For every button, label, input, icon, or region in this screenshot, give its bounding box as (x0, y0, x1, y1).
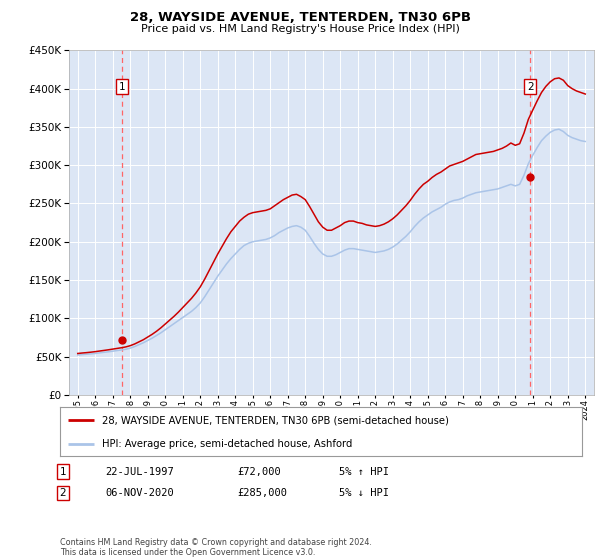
Text: HPI: Average price, semi-detached house, Ashford: HPI: Average price, semi-detached house,… (102, 439, 352, 449)
Text: 28, WAYSIDE AVENUE, TENTERDEN, TN30 6PB (semi-detached house): 28, WAYSIDE AVENUE, TENTERDEN, TN30 6PB … (102, 416, 449, 426)
Text: 1: 1 (119, 82, 125, 92)
Text: 2: 2 (527, 82, 533, 92)
Text: £285,000: £285,000 (237, 488, 287, 498)
Text: 1: 1 (59, 466, 67, 477)
Text: £72,000: £72,000 (237, 466, 281, 477)
Text: Price paid vs. HM Land Registry's House Price Index (HPI): Price paid vs. HM Land Registry's House … (140, 24, 460, 34)
Text: 2: 2 (59, 488, 67, 498)
Text: 5% ↑ HPI: 5% ↑ HPI (339, 466, 389, 477)
Text: 28, WAYSIDE AVENUE, TENTERDEN, TN30 6PB: 28, WAYSIDE AVENUE, TENTERDEN, TN30 6PB (130, 11, 470, 24)
Text: 5% ↓ HPI: 5% ↓ HPI (339, 488, 389, 498)
Text: 22-JUL-1997: 22-JUL-1997 (105, 466, 174, 477)
Text: 06-NOV-2020: 06-NOV-2020 (105, 488, 174, 498)
Text: Contains HM Land Registry data © Crown copyright and database right 2024.
This d: Contains HM Land Registry data © Crown c… (60, 538, 372, 557)
